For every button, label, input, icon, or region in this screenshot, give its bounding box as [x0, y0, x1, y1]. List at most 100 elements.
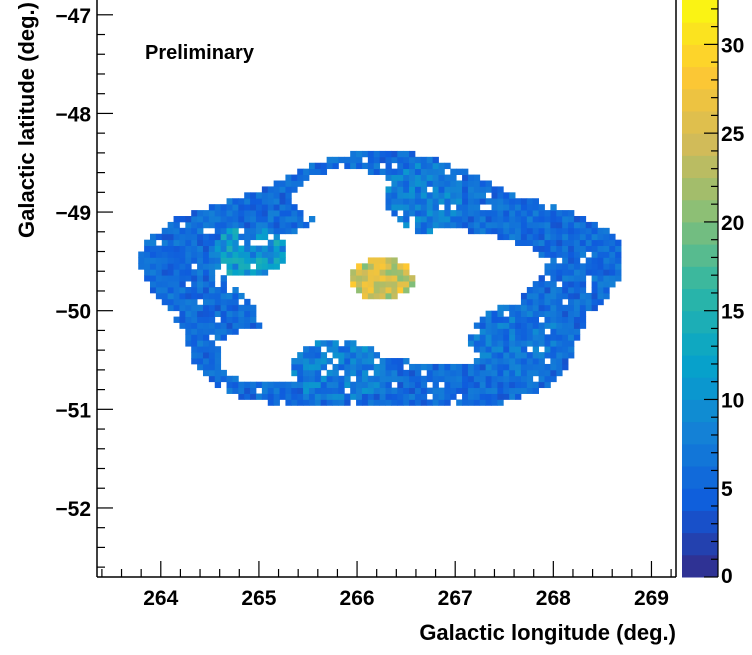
x-tick-label: 267 — [438, 587, 473, 610]
heatmap-cell — [591, 233, 598, 241]
y-tick-label: −52 — [55, 498, 91, 521]
heatmap-cell — [255, 257, 263, 264]
heatmap-cell — [515, 316, 522, 323]
heatmap-cell — [267, 198, 275, 205]
heatmap-cell — [491, 316, 498, 323]
heatmap-cell — [367, 257, 375, 264]
heatmap-cell — [285, 204, 292, 211]
heatmap-cell — [308, 381, 316, 389]
heatmap-cell — [314, 352, 322, 359]
heatmap-cell — [197, 322, 204, 329]
heatmap-cell — [214, 322, 222, 329]
heatmap-cell — [556, 363, 563, 371]
heatmap-cell — [503, 221, 510, 229]
heatmap-cell — [603, 233, 610, 241]
heatmap-cell — [167, 298, 174, 306]
heatmap-cell — [226, 239, 233, 246]
heatmap-cell — [220, 221, 227, 229]
heatmap-cell — [291, 363, 298, 371]
heatmap-cell — [509, 375, 516, 383]
heatmap-cell — [191, 227, 198, 235]
heatmap-cell — [485, 346, 492, 353]
heatmap-cell — [426, 168, 434, 175]
heatmap-cell — [391, 281, 398, 288]
heatmap-cell — [155, 257, 163, 264]
heatmap-cell — [356, 363, 363, 371]
heatmap-cell — [403, 156, 410, 164]
z-tick-label: 20 — [721, 212, 744, 235]
colorbar-band — [682, 355, 718, 378]
heatmap-cell — [326, 358, 333, 365]
heatmap-cell — [432, 210, 439, 217]
heatmap-cell — [414, 363, 422, 371]
heatmap-cell — [538, 292, 545, 300]
heatmap-cell — [367, 156, 375, 164]
heatmap-cell — [544, 269, 551, 276]
heatmap-cell — [485, 210, 492, 217]
heatmap-cell — [332, 393, 339, 400]
heatmap-cell — [338, 363, 345, 371]
heatmap-cell — [179, 251, 186, 258]
heatmap-cell — [462, 363, 469, 371]
heatmap-cell — [403, 399, 410, 406]
heatmap-cell — [391, 174, 398, 181]
heatmap-cell — [403, 180, 410, 187]
heatmap-cell — [273, 216, 280, 223]
heatmap-cell — [285, 210, 292, 217]
heatmap-cell — [385, 275, 392, 282]
heatmap-cell — [456, 399, 463, 406]
heatmap-cell — [497, 340, 504, 347]
heatmap-cell — [556, 269, 563, 276]
heatmap-cell — [185, 263, 192, 270]
heatmap-cell — [197, 221, 204, 229]
heatmap-cell — [285, 381, 292, 389]
heatmap-cell — [320, 381, 328, 389]
heatmap-cell — [285, 221, 292, 229]
heatmap-cell — [509, 393, 516, 400]
heatmap-cell — [214, 263, 222, 270]
heatmap-cell — [568, 221, 575, 229]
heatmap-cell — [161, 227, 169, 235]
heatmap-cell — [485, 328, 492, 335]
heatmap-cell — [503, 233, 510, 241]
heatmap-cell — [202, 358, 210, 365]
heatmap-cell — [185, 245, 192, 252]
heatmap-cell — [403, 393, 410, 400]
heatmap-cell — [303, 381, 310, 389]
heatmap-cell — [397, 358, 404, 365]
heatmap-cell — [432, 387, 439, 394]
heatmap-cell — [232, 257, 239, 264]
heatmap-cell — [391, 263, 398, 270]
heatmap-cell — [297, 399, 304, 406]
heatmap-cell — [562, 340, 569, 347]
heatmap-cell — [403, 168, 410, 175]
heatmap-cell — [585, 233, 593, 241]
heatmap-cell — [255, 204, 263, 211]
heatmap-cell — [367, 358, 375, 365]
heatmap-cell — [438, 393, 445, 400]
heatmap-cell — [167, 281, 174, 288]
heatmap-cell — [579, 227, 587, 235]
heatmap-cell — [167, 292, 174, 300]
heatmap-cell — [503, 340, 510, 347]
heatmap-cell — [191, 281, 198, 288]
heatmap-cell — [556, 310, 563, 318]
heatmap-cell — [350, 269, 357, 276]
heatmap-cell — [267, 210, 275, 217]
heatmap-cell — [538, 322, 545, 329]
heatmap-cell — [403, 221, 410, 229]
heatmap-cell — [385, 150, 392, 158]
heatmap-cell — [497, 227, 504, 235]
heatmap-cell — [314, 399, 322, 406]
heatmap-cell — [562, 221, 569, 229]
heatmap-cell — [509, 227, 516, 235]
heatmap-cell — [191, 358, 198, 365]
heatmap-cell — [585, 292, 593, 300]
heatmap-cell — [420, 192, 428, 199]
heatmap-cell — [467, 369, 475, 377]
heatmap-cell — [250, 251, 257, 258]
heatmap-cell — [361, 275, 369, 282]
heatmap-cell — [538, 358, 545, 365]
heatmap-cell — [285, 192, 292, 199]
